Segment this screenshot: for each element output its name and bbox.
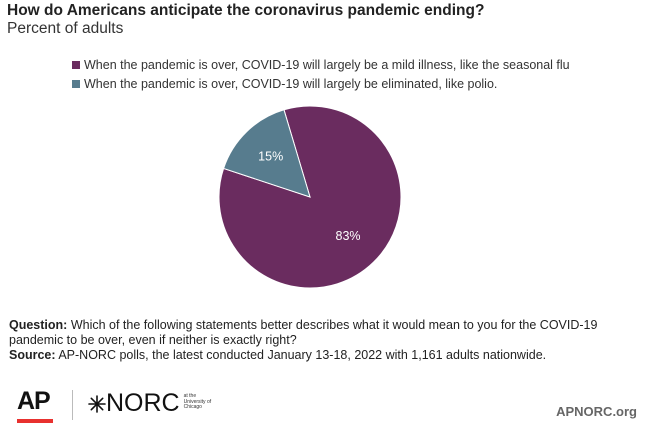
pie-chart: 83% 15% [218,105,402,289]
question-text: Which of the following statements better… [9,318,598,347]
source-note: Source: AP-NORC polls, the latest conduc… [9,348,629,363]
source-label: Source: [9,348,56,362]
data-label-eliminated: 15% [258,150,283,164]
norc-sub-line: University of [183,398,212,405]
legend-item-eliminated: When the pandemic is over, COVID-19 will… [72,74,570,93]
question-label: Question: [9,318,68,332]
chart-subtitle: Percent of adults [7,20,124,37]
footer-divider [72,390,73,420]
pie-slice-eliminated [222,109,311,198]
norc-logo-subtext: at the University of Chicago [184,394,212,411]
norc-sub-line: at the [183,393,197,400]
data-label-mild-illness: 83% [336,229,361,243]
question-note: Question: Which of the following stateme… [9,318,629,348]
ap-logo-bar [17,419,53,423]
legend-label-eliminated: When the pandemic is over, COVID-19 will… [84,76,498,91]
legend: When the pandemic is over, COVID-19 will… [72,55,570,93]
ap-logo: AP [17,387,51,415]
chart-notes: Question: Which of the following stateme… [9,318,629,363]
norc-logo: NORC at the University of Chicago [88,389,211,418]
legend-label-mild-illness: When the pandemic is over, COVID-19 will… [84,57,570,72]
legend-item-mild-illness: When the pandemic is over, COVID-19 will… [72,55,570,74]
norc-sub-line: Chicago [183,404,202,411]
norc-star-icon [88,394,106,413]
legend-swatch-eliminated [72,79,80,88]
site-link[interactable]: APNORC.org [556,404,637,419]
source-text: AP-NORC polls, the latest conducted Janu… [55,348,547,362]
chart-title: How do Americans anticipate the coronavi… [7,2,485,19]
norc-logo-text: NORC [106,389,180,417]
legend-swatch-mild-illness [72,60,80,69]
